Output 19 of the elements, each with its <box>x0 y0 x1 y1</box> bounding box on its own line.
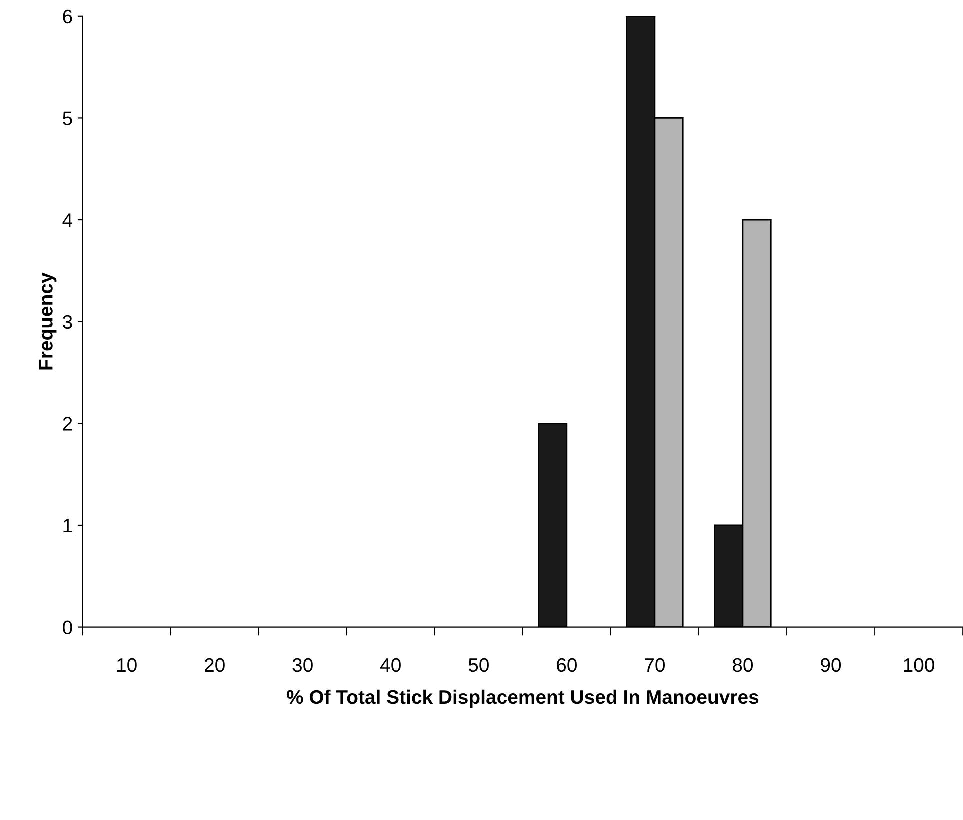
x-tick-label: 90 <box>821 658 842 672</box>
x-tick-label: 50 <box>468 658 489 672</box>
y-tick-label: 5 <box>63 112 72 126</box>
x-tick-label: 30 <box>292 658 313 672</box>
y-tick-label: 4 <box>62 214 73 228</box>
x-tick-label: 60 <box>557 658 577 672</box>
y-tick-label: 6 <box>63 10 72 24</box>
y-tick-label: 3 <box>63 315 72 330</box>
x-tick-label: 70 <box>645 658 665 672</box>
y-tick-label: 0 <box>63 620 72 635</box>
x-tick-label: 20 <box>205 658 225 672</box>
x-tick-label: 100 <box>904 658 934 672</box>
x-axis-title: % Of Total Stick Displacement Used In Manoeuvres <box>286 690 759 708</box>
x-tick-label: 80 <box>732 658 754 672</box>
x-tick-label: 10 <box>117 658 137 672</box>
y-tick-label: 1 <box>64 519 72 533</box>
y-axis-title: Frequency <box>39 272 57 370</box>
y-tick-label: 2 <box>63 417 72 431</box>
x-tick-label: 40 <box>380 658 401 672</box>
